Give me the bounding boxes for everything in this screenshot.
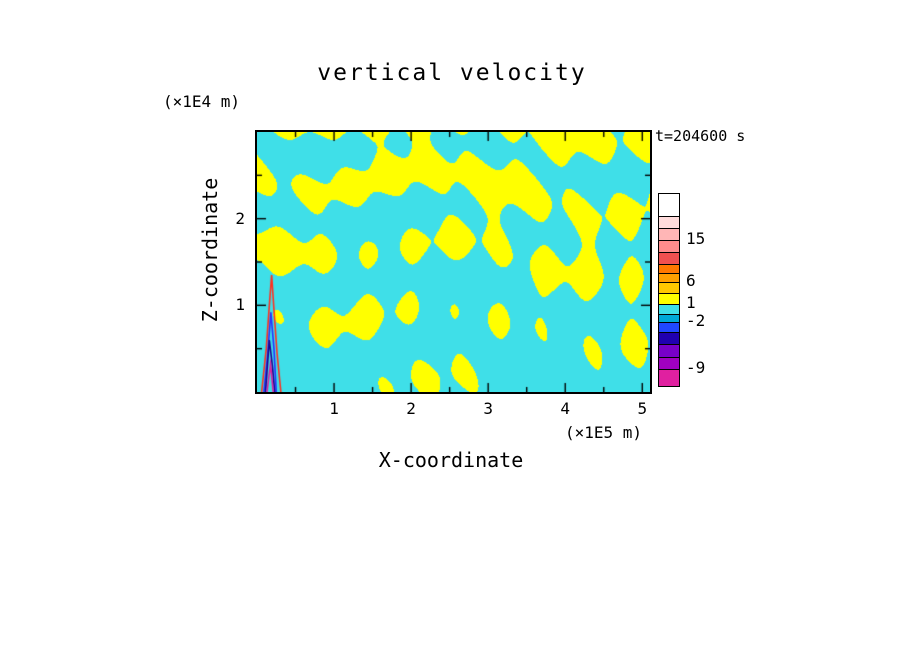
colorbar-segment: [659, 228, 679, 240]
z-axis-units: (×1E4 m): [163, 92, 241, 111]
chart-title: vertical velocity: [317, 60, 587, 86]
colorbar-segment: [659, 273, 679, 282]
time-label: t=204600 s: [655, 127, 746, 145]
colorbar-segment: [659, 216, 679, 228]
colorbar-label: 15: [686, 229, 706, 248]
colorbar-segment: [659, 332, 679, 344]
colorbar-label: -9: [686, 358, 706, 377]
colorbar: [658, 193, 680, 387]
colorbar-segment: [659, 344, 679, 357]
colorbar-label: -2: [686, 311, 706, 330]
colorbar-label: 6: [686, 271, 696, 290]
colorbar-segment: [659, 194, 679, 216]
x-tick-label: 1: [329, 399, 339, 418]
colorbar-label: 1: [686, 293, 696, 312]
z-tick-label: 2: [235, 208, 245, 228]
colorbar-segment: [659, 264, 679, 273]
colorbar-segment: [659, 252, 679, 264]
plot-area: [255, 130, 652, 394]
colorbar-segment: [659, 314, 679, 322]
x-tick-label: 5: [637, 399, 648, 418]
x-tick-label: 4: [560, 399, 571, 418]
z-tick-label: 1: [235, 295, 245, 315]
colorbar-segment: [659, 293, 679, 304]
velocity-field-canvas: [257, 132, 650, 392]
x-tick-label: 3: [483, 399, 493, 418]
x-tick-label: 2: [406, 399, 416, 418]
colorbar-segment: [659, 304, 679, 314]
x-axis-units: (×1E5 m): [565, 423, 643, 442]
colorbar-segment: [659, 369, 679, 386]
colorbar-segment: [659, 240, 679, 252]
colorbar-segment: [659, 322, 679, 332]
colorbar-segment: [659, 282, 679, 293]
colorbar-segment: [659, 357, 679, 369]
x-axis-label: X-coordinate: [378, 448, 524, 472]
